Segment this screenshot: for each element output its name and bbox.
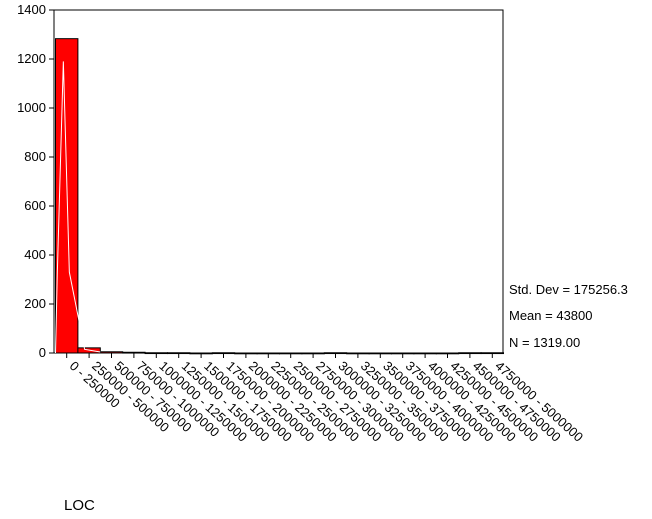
y-axis: 0 200 400 600 800 1000 1200 1400 [17, 2, 54, 360]
normal-curve [55, 61, 101, 354]
std-dev-label: Std. Dev = 175256.3 [509, 282, 628, 297]
y-tick-label: 600 [24, 198, 46, 213]
n-label: N = 1319.00 [509, 335, 581, 350]
y-tick-label: 800 [24, 149, 46, 164]
plot-frame [53, 9, 504, 354]
histogram-bar [122, 351, 146, 354]
normal-curve-line [55, 61, 101, 354]
x-axis-label: LOC [64, 497, 95, 514]
histogram-bar [99, 351, 124, 354]
mean-label: Mean = 43800 [509, 308, 593, 323]
y-tick-label: 1400 [17, 2, 46, 17]
y-tick-label: 0 [39, 345, 46, 360]
y-tick-label: 1200 [17, 51, 46, 66]
y-tick-label: 400 [24, 247, 46, 262]
y-tick-label: 200 [24, 296, 46, 311]
y-tick-label: 1000 [17, 100, 46, 115]
bars [55, 38, 505, 355]
